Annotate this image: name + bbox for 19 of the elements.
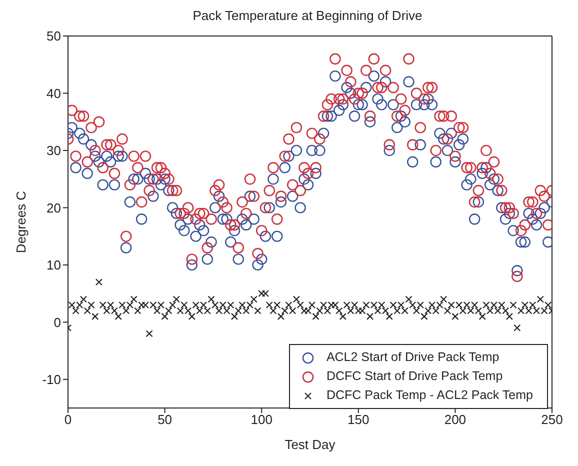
y-tick-label: 30 xyxy=(46,143,61,158)
x-tick-label: 0 xyxy=(64,412,72,428)
x-tick-label: 200 xyxy=(444,412,466,428)
legend-label: ACL2 Start of Drive Pack Temp xyxy=(326,350,500,364)
y-tick-label: 0 xyxy=(54,314,61,330)
x-tick-label: 100 xyxy=(250,412,272,428)
y-tick-label: 40 xyxy=(46,86,61,101)
y-tick-label: 10 xyxy=(46,258,61,273)
chart-title: Pack Temperature at Beginning of Drive xyxy=(192,8,424,23)
y-tick-label: 20 xyxy=(46,200,61,216)
legend-label: DCFC Start of Drive Pack Temp xyxy=(326,369,503,383)
legend-label: DCFC Pack Temp - ACL2 Pack Temp xyxy=(326,388,533,402)
x-tick-label: 250 xyxy=(541,412,563,428)
x-tick-label: 50 xyxy=(158,412,172,428)
x-axis-title: Test Day xyxy=(284,437,336,452)
y-axis-title: Degrees C xyxy=(14,190,29,254)
y-tick-label: -10 xyxy=(42,372,61,387)
y-tick-label: 50 xyxy=(46,28,61,44)
x-tick-label: 150 xyxy=(348,412,370,428)
